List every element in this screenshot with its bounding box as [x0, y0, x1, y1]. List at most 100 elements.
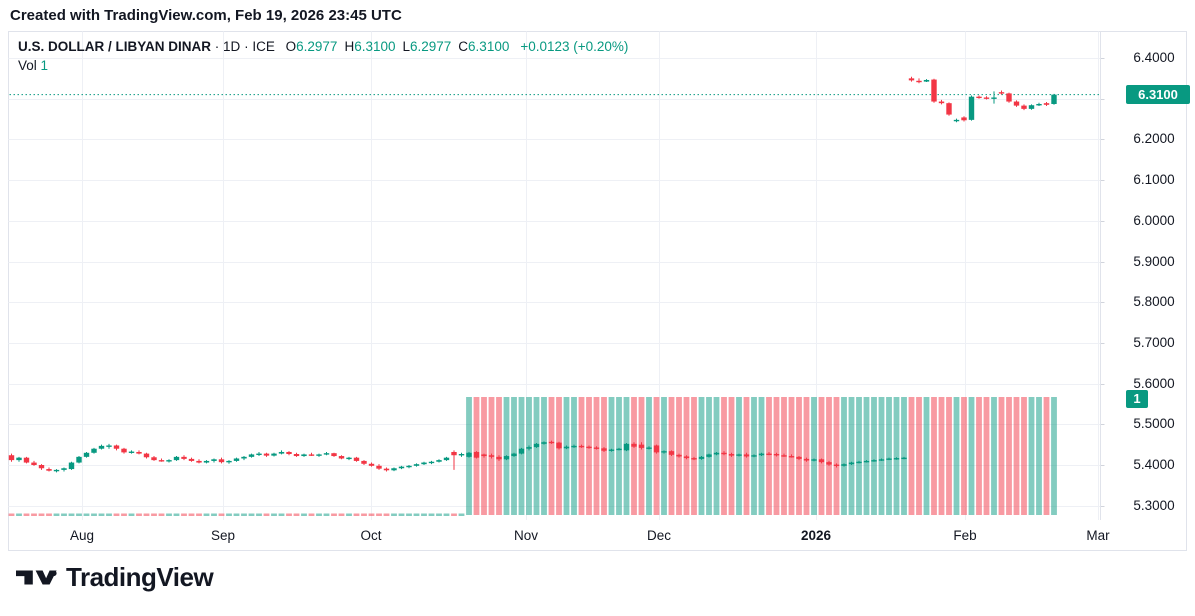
volume-bar — [878, 397, 885, 515]
price-axis-label: 5.7000 — [1133, 334, 1175, 350]
volume-baseline-mark — [323, 513, 330, 516]
volume-bar — [698, 397, 705, 515]
volume-bar — [826, 397, 832, 515]
time-axis-label: Feb — [953, 528, 977, 543]
candle-body — [796, 456, 802, 459]
candle-body — [781, 455, 787, 457]
volume-bar — [1043, 397, 1050, 515]
exchange-label[interactable]: ICE — [252, 39, 275, 54]
tradingview-logo[interactable]: TradingView — [16, 562, 214, 593]
symbol-legend-row[interactable]: U.S. DOLLAR / LIBYAN DINAR · 1D · ICE O6… — [18, 38, 628, 55]
candle-body — [826, 462, 832, 465]
time-axis-label: Aug — [69, 528, 95, 543]
volume-baseline-mark — [458, 513, 465, 516]
time-axis[interactable]: Aug Sep Oct Nov Dec 2026 Feb Mar — [8, 521, 1110, 551]
candle-body — [421, 462, 427, 465]
candle-body — [923, 79, 930, 82]
volume-bar — [856, 397, 862, 515]
candle-body — [818, 459, 825, 463]
volume-baseline-mark — [196, 513, 202, 516]
candle-body — [91, 448, 97, 453]
volume-bar — [548, 397, 555, 515]
time-axis-label: Sep — [210, 528, 236, 543]
volume-baseline-mark — [286, 513, 292, 516]
candle-body — [188, 458, 195, 461]
volume-bar — [533, 397, 540, 515]
time-axis-label: Oct — [360, 528, 382, 543]
candle-body — [473, 451, 480, 458]
volume-bar — [863, 397, 870, 515]
candle-body — [406, 465, 412, 468]
volume-baseline-mark — [158, 513, 165, 516]
volume-baseline-mark — [451, 513, 457, 516]
candle-body — [31, 462, 37, 465]
candle-body — [653, 445, 660, 453]
volume-baseline-mark — [143, 513, 150, 516]
candle-body — [158, 460, 165, 462]
candle-body — [331, 453, 337, 457]
candle-body — [518, 448, 525, 454]
price-axis[interactable]: 6.40006.30006.20006.10006.00005.90005.80… — [1101, 31, 1187, 520]
volume-legend-row[interactable]: Vol 1 — [18, 57, 628, 74]
volume-bar — [593, 397, 600, 515]
volume-baseline-mark — [16, 513, 22, 516]
volume-baseline-mark — [331, 513, 337, 516]
candle-body — [833, 464, 840, 466]
candle-body — [361, 460, 367, 464]
candle-body — [488, 455, 495, 457]
candle-body — [571, 445, 577, 448]
interval-label[interactable]: 1D — [223, 39, 241, 54]
volume-bar — [766, 397, 772, 515]
volume-baseline-mark — [271, 513, 277, 516]
tradingview-logo-icon — [16, 570, 57, 585]
volume-bar — [691, 397, 697, 515]
volume-baseline-mark — [136, 513, 142, 516]
candle-body — [301, 454, 307, 457]
candle-body — [143, 453, 150, 458]
candle-body — [983, 97, 990, 99]
candle-body — [841, 464, 847, 466]
candle-body — [308, 454, 315, 456]
candle-body — [368, 463, 375, 466]
candle-body — [526, 447, 532, 449]
candle-body — [713, 452, 720, 455]
time-axis-label: Dec — [646, 528, 672, 543]
candle-body — [481, 454, 487, 457]
price-axis-label: 6.0000 — [1133, 212, 1175, 228]
attribution-text: Created with TradingView.com, Feb 19, 20… — [10, 7, 402, 24]
volume-bar — [1006, 397, 1012, 515]
volume-baseline-mark — [398, 513, 405, 516]
volume-baseline-mark — [293, 513, 300, 516]
candle-body — [346, 457, 352, 460]
candle-body — [938, 101, 945, 104]
candle-body — [166, 460, 172, 462]
candle-body — [151, 457, 157, 461]
volume-baseline-mark — [338, 513, 345, 516]
candle-body — [623, 443, 630, 451]
volume-bar — [646, 397, 652, 515]
volume-baseline-mark — [436, 513, 442, 516]
candle-body — [203, 460, 210, 463]
candle-body — [548, 441, 555, 444]
volume-baseline-mark — [241, 513, 247, 516]
volume-bar — [923, 397, 930, 515]
high-value: 6.3100 — [354, 39, 396, 54]
volume-bar — [901, 397, 907, 515]
volume-baseline-mark — [211, 513, 217, 516]
volume-bar — [1028, 397, 1035, 515]
volume-baseline-mark — [218, 513, 225, 516]
candle-body — [601, 448, 607, 451]
volume-bar — [556, 397, 562, 515]
volume-baseline-mark — [106, 513, 112, 516]
candle-body — [121, 448, 127, 453]
symbol-name[interactable]: U.S. DOLLAR / LIBYAN DINAR — [18, 39, 212, 54]
candle-body — [1036, 103, 1042, 106]
volume-bar — [526, 397, 532, 515]
candle-body — [788, 456, 795, 458]
candle-body — [391, 468, 397, 471]
candle-body — [676, 454, 682, 457]
candle-body — [706, 454, 712, 457]
volume-bar — [586, 397, 592, 515]
candle-body — [106, 445, 112, 447]
